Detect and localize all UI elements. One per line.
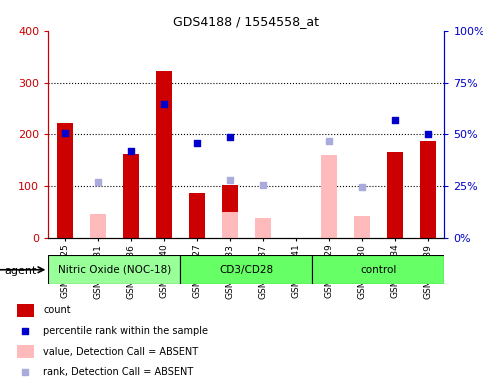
Bar xyxy=(420,141,436,238)
FancyBboxPatch shape xyxy=(48,255,180,284)
Point xyxy=(424,131,432,137)
Text: Nitric Oxide (NOC-18): Nitric Oxide (NOC-18) xyxy=(57,265,171,275)
Point xyxy=(391,117,399,123)
Bar xyxy=(386,152,403,238)
Bar xyxy=(222,212,238,238)
Text: agent: agent xyxy=(5,266,37,276)
Point xyxy=(226,134,234,140)
Bar xyxy=(222,185,238,238)
Text: count: count xyxy=(43,305,71,315)
Bar xyxy=(89,214,106,238)
Point xyxy=(22,369,29,376)
Text: value, Detection Call = ABSENT: value, Detection Call = ABSENT xyxy=(43,347,198,357)
Text: percentile rank within the sample: percentile rank within the sample xyxy=(43,326,208,336)
Point xyxy=(94,179,102,185)
Bar xyxy=(16,304,34,317)
Point xyxy=(61,130,69,136)
Point xyxy=(226,176,234,182)
Bar xyxy=(16,345,34,358)
FancyBboxPatch shape xyxy=(180,255,313,284)
Point xyxy=(325,137,333,144)
Point xyxy=(259,182,267,188)
Text: rank, Detection Call = ABSENT: rank, Detection Call = ABSENT xyxy=(43,367,193,377)
Point xyxy=(22,328,29,334)
Bar xyxy=(123,154,139,238)
Bar xyxy=(354,216,370,238)
Text: CD3/CD28: CD3/CD28 xyxy=(219,265,273,275)
Point xyxy=(358,184,366,190)
Bar xyxy=(255,218,271,238)
Point xyxy=(160,101,168,108)
Bar xyxy=(188,193,205,238)
Text: control: control xyxy=(360,265,397,275)
FancyBboxPatch shape xyxy=(313,255,444,284)
Bar xyxy=(321,155,337,238)
Point xyxy=(127,148,135,154)
Title: GDS4188 / 1554558_at: GDS4188 / 1554558_at xyxy=(173,15,319,28)
Bar xyxy=(156,71,172,238)
Point xyxy=(193,140,201,146)
Bar xyxy=(57,123,73,238)
